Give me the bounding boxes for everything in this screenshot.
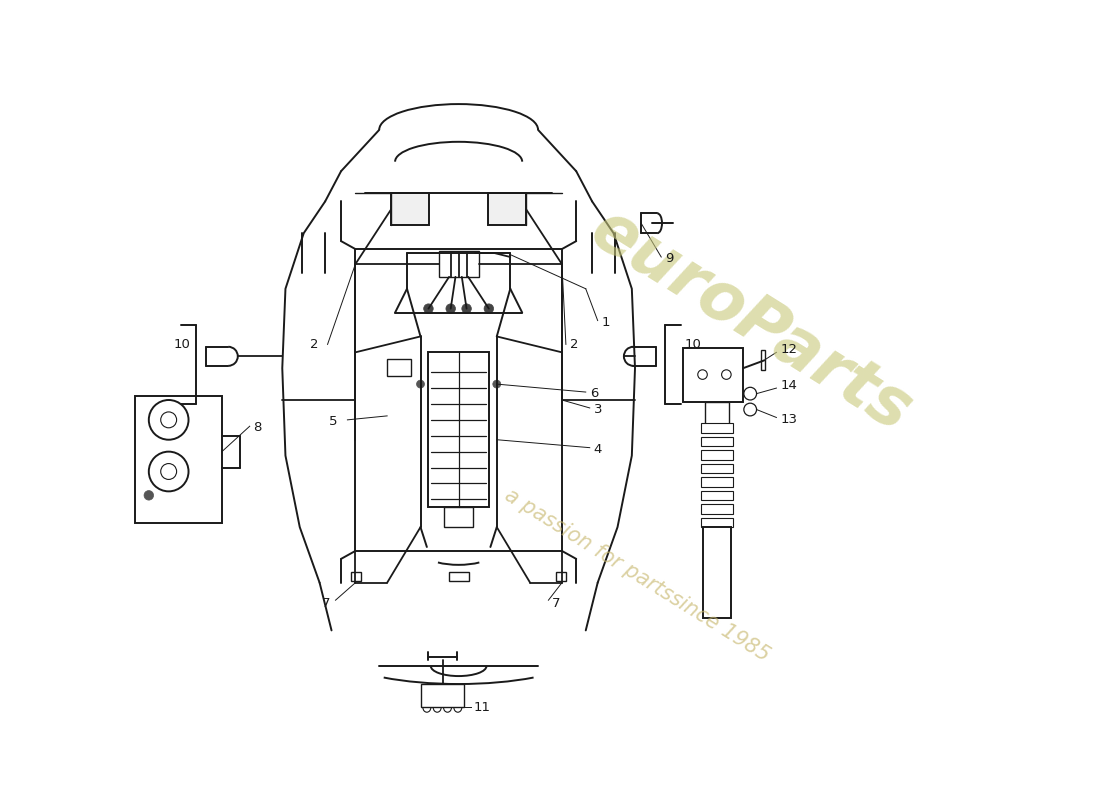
Text: 7: 7 xyxy=(321,597,330,610)
Text: 14: 14 xyxy=(780,379,798,392)
Text: 12: 12 xyxy=(780,343,798,357)
Bar xyxy=(705,402,728,424)
Bar xyxy=(429,352,488,507)
Text: 6: 6 xyxy=(590,387,598,400)
Circle shape xyxy=(493,380,500,388)
Text: 4: 4 xyxy=(594,442,602,456)
Bar xyxy=(420,684,464,707)
Bar xyxy=(444,507,473,527)
Bar xyxy=(701,423,733,433)
Bar xyxy=(351,571,361,581)
Text: 13: 13 xyxy=(780,413,798,426)
Circle shape xyxy=(484,304,494,314)
Circle shape xyxy=(144,490,154,500)
Text: 11: 11 xyxy=(474,701,491,714)
Bar xyxy=(387,358,411,376)
Circle shape xyxy=(424,304,433,314)
Circle shape xyxy=(446,304,455,314)
Bar xyxy=(134,396,222,523)
Text: 9: 9 xyxy=(666,252,673,265)
Text: 8: 8 xyxy=(253,422,262,434)
Bar xyxy=(701,437,733,446)
Bar xyxy=(701,518,733,527)
Text: 1: 1 xyxy=(602,317,610,330)
Text: 10: 10 xyxy=(685,338,702,351)
Text: 5: 5 xyxy=(329,415,338,428)
Bar xyxy=(701,477,733,486)
Bar xyxy=(760,350,766,370)
Text: euroParts: euroParts xyxy=(579,196,923,446)
Bar xyxy=(701,450,733,459)
Circle shape xyxy=(462,304,472,314)
Text: a passion for partssince 1985: a passion for partssince 1985 xyxy=(502,485,773,665)
Text: 2: 2 xyxy=(570,338,579,351)
Text: 10: 10 xyxy=(173,338,190,351)
Bar xyxy=(703,527,732,618)
Bar xyxy=(488,194,526,226)
Bar xyxy=(439,251,478,277)
Bar xyxy=(701,490,733,500)
Bar xyxy=(683,347,744,402)
Circle shape xyxy=(417,380,425,388)
Bar xyxy=(557,571,565,581)
Text: 3: 3 xyxy=(594,403,602,416)
Bar xyxy=(701,504,733,514)
Text: 2: 2 xyxy=(309,338,318,351)
Bar xyxy=(449,571,469,581)
Bar xyxy=(392,194,429,226)
Text: 7: 7 xyxy=(551,597,560,610)
Bar xyxy=(701,463,733,473)
